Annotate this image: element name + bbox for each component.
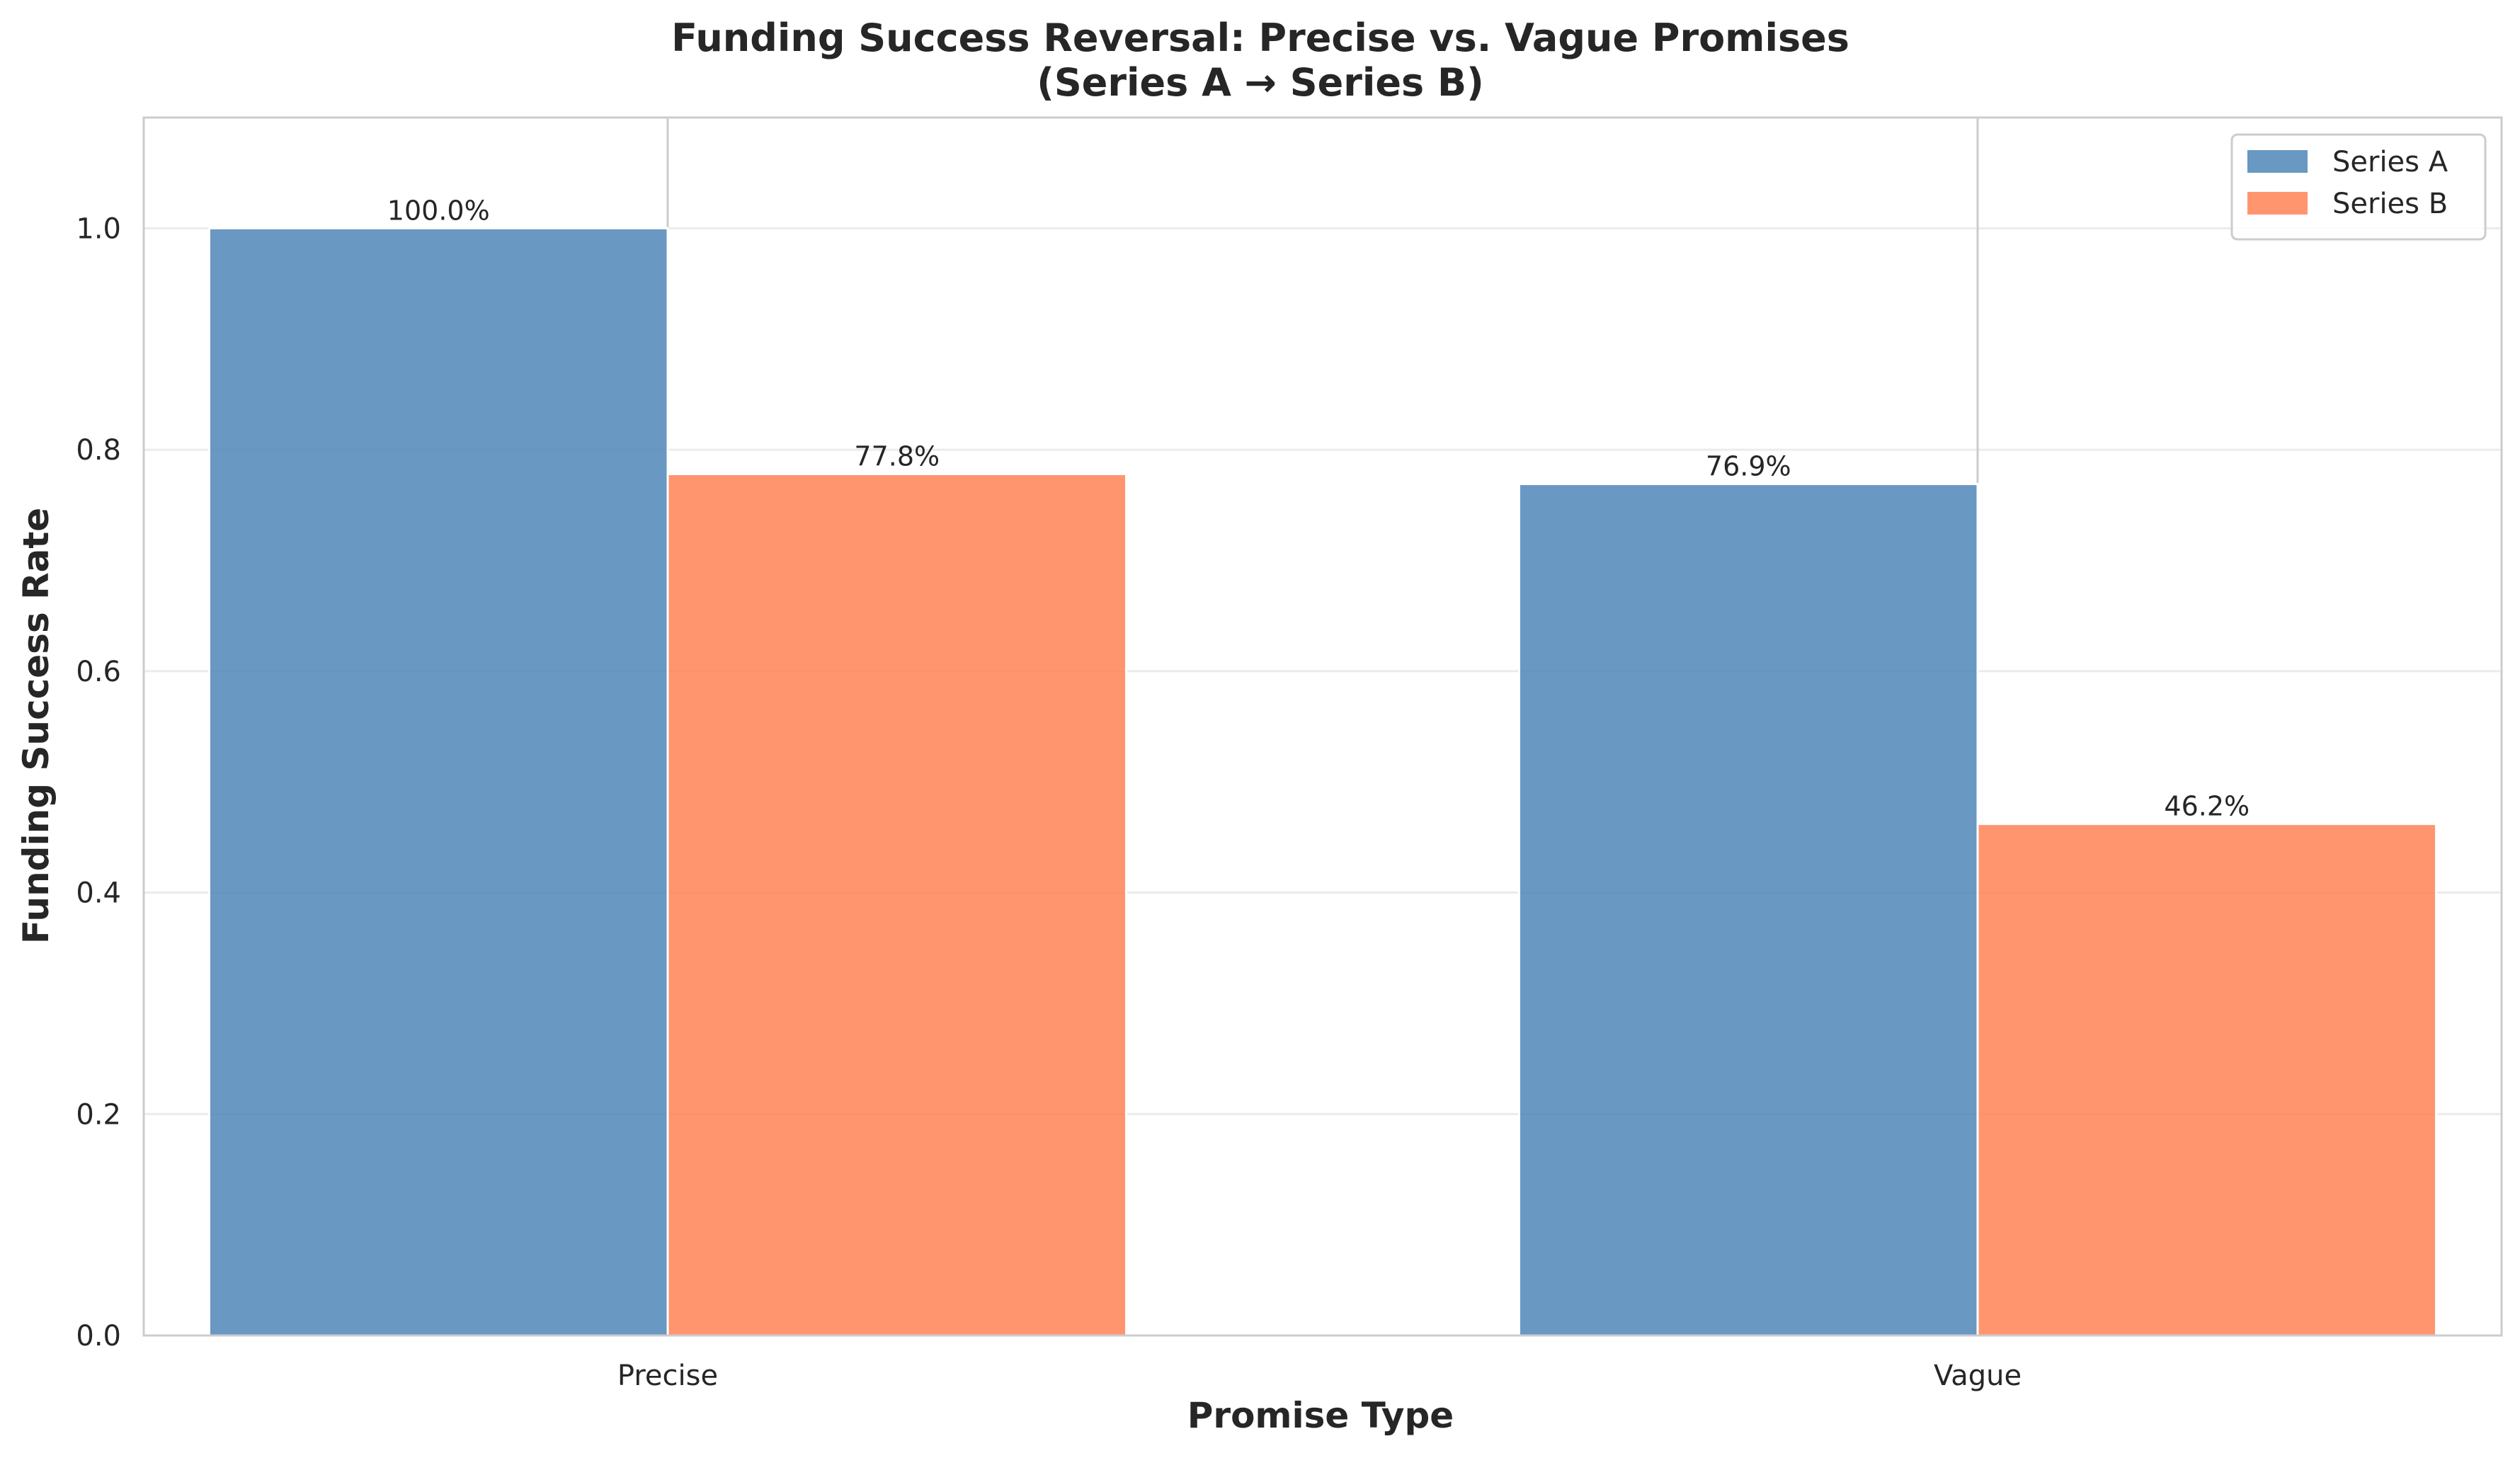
bar-series-a-vague: [1518, 483, 1979, 1337]
legend-label: Series A: [2332, 146, 2448, 178]
legend: Series A Series B: [2230, 133, 2487, 241]
chart-title-line: (Series A → Series B): [1037, 60, 1484, 105]
bar-series-a-precise: [208, 227, 669, 1337]
x-tick-label: Precise: [617, 1360, 718, 1392]
y-axis-label: Funding Success Rate: [16, 508, 57, 944]
y-tick-label: 0.8: [76, 434, 121, 467]
y-tick-label: 1.0: [76, 212, 121, 245]
chart-title-line: Funding Success Reversal: Precise vs. Va…: [671, 16, 1849, 60]
bars: [208, 227, 2437, 1337]
legend-label: Series B: [2332, 188, 2448, 220]
x-ticks: Precise Vague: [617, 1360, 2022, 1392]
bar-value-label: 100.0%: [387, 195, 490, 226]
x-axis-label: Promise Type: [1187, 1395, 1454, 1436]
bar-value-labels: 100.0% 76.9% 77.8% 46.2%: [387, 195, 2250, 821]
legend-swatch: [2247, 192, 2308, 215]
y-tick-label: 0.2: [76, 1098, 121, 1131]
y-tick-label: 0.0: [76, 1320, 121, 1352]
y-tick-label: 0.4: [76, 877, 121, 910]
legend-swatch: [2247, 150, 2308, 173]
y-ticks: 0.0 0.2 0.4 0.6 0.8 1.0: [76, 212, 121, 1352]
bar-value-label: 46.2%: [2164, 791, 2250, 822]
x-tick-label: Vague: [1934, 1360, 2022, 1392]
bar-value-label: 76.9%: [1706, 451, 1791, 482]
bar-value-label: 77.8%: [854, 440, 940, 472]
bar-series-b-vague: [1976, 823, 2437, 1337]
bar-series-b-precise: [666, 472, 1127, 1337]
y-tick-label: 0.6: [76, 656, 121, 688]
axes-frame: [142, 116, 2503, 1337]
chart-title: Funding Success Reversal: Precise vs. Va…: [671, 16, 1849, 105]
